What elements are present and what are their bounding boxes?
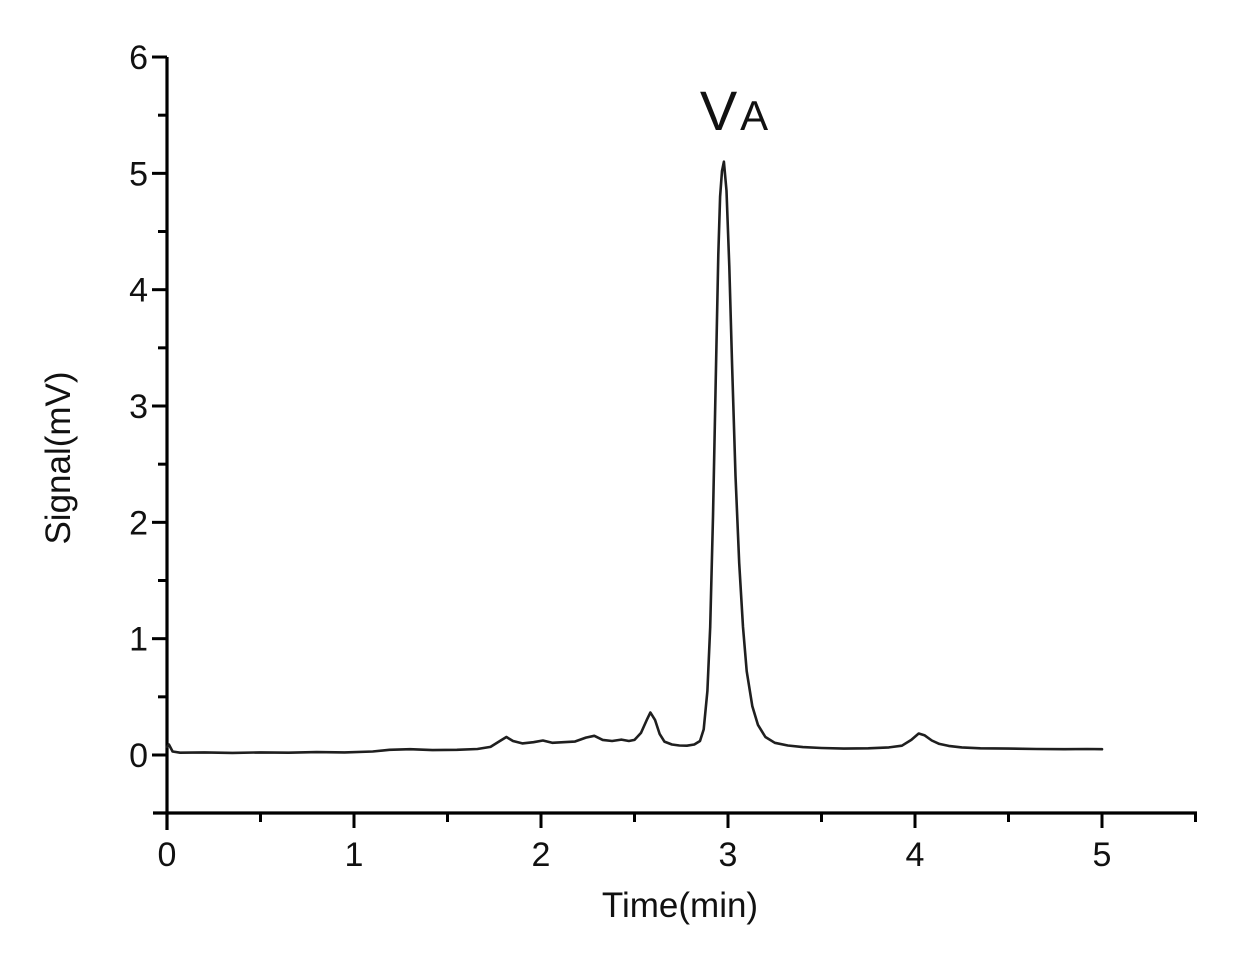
y-tick-label: 0 <box>129 737 148 775</box>
y-tick-label: 5 <box>129 155 148 193</box>
axis-tick-labels: 0 1 2 3 4 5 0 1 2 3 4 5 6 <box>129 39 1111 874</box>
x-tick-label: 4 <box>906 836 925 874</box>
x-axis-title: Time(min) <box>602 886 758 925</box>
signal-trace <box>165 160 1104 755</box>
peak-annotation: VA <box>700 79 768 142</box>
signal-trace-path <box>165 160 1104 755</box>
x-tick-label: 2 <box>532 836 551 874</box>
axis-spines <box>153 57 1197 830</box>
x-tick-label: 1 <box>345 836 364 874</box>
x-tick-label: 3 <box>719 836 738 874</box>
y-tick-label: 4 <box>129 272 148 310</box>
x-tick-label: 0 <box>158 836 177 874</box>
peak-annotation-main: V <box>700 79 738 142</box>
y-tick-label: 6 <box>129 39 148 77</box>
peak-annotation-sub: A <box>740 92 768 139</box>
x-tick-label: 5 <box>1093 836 1112 874</box>
y-axis-title: Signal(mV) <box>39 371 78 544</box>
axis-ticks <box>152 55 1197 828</box>
y-tick-label: 2 <box>129 504 148 542</box>
y-tick-label: 1 <box>129 621 148 659</box>
y-tick-label: 3 <box>129 388 148 426</box>
